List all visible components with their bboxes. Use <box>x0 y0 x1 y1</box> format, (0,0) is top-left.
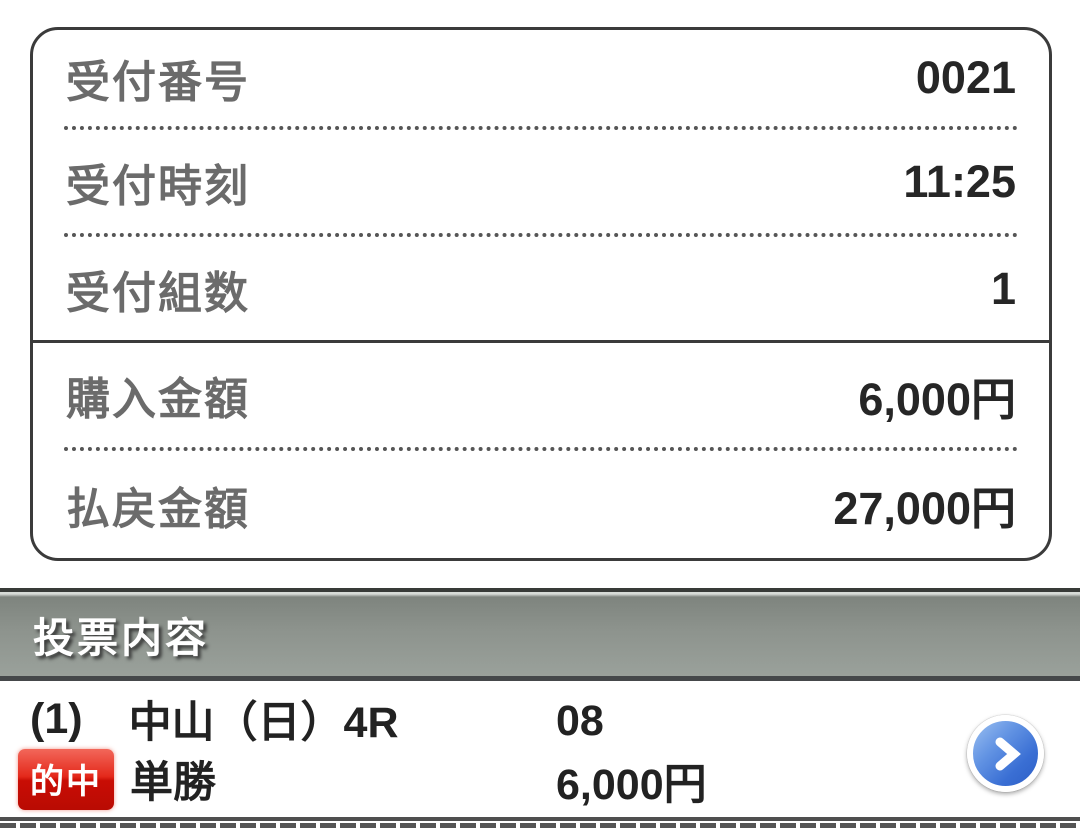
row-bottom-dashed-divider <box>0 823 1080 828</box>
receipt-time-value: 11:25 <box>903 155 1016 207</box>
dotted-divider <box>64 447 1018 451</box>
bet-detail-button[interactable] <box>967 715 1044 792</box>
purchase-amount-value: 6,000円 <box>858 373 1016 425</box>
purchase-amount-label: 購入金額 <box>66 375 250 424</box>
receipt-row: 払戻金額 27,000円 <box>33 451 1049 558</box>
bet-details: 08 6,000円 <box>556 691 707 811</box>
receipt-summary-box: 受付番号 0021 受付時刻 11:25 受付組数 1 購入金額 6,000円 … <box>30 27 1052 561</box>
receipt-row: 受付時刻 11:25 <box>33 130 1049 233</box>
bet-race-name: 中山（日）4R <box>128 699 399 747</box>
payout-amount-value: 27,000円 <box>833 483 1016 534</box>
bet-race-line: (1) 中山（日）4R <box>0 691 399 748</box>
bet-amount: 6,000円 <box>556 761 707 809</box>
vote-content-title: 投票内容 <box>33 615 209 661</box>
solid-divider <box>33 340 1049 343</box>
payout-amount-label: 払戻金額 <box>66 484 250 534</box>
bet-type-line: 的中 単勝 <box>0 748 216 810</box>
receipt-row: 受付組数 1 <box>33 237 1049 340</box>
dotted-divider <box>64 126 1018 130</box>
bet-index: (1) <box>30 694 83 743</box>
hit-status-badge: 的中 <box>18 748 114 810</box>
receipt-row: 受付番号 0021 <box>33 30 1049 126</box>
receipt-sets-value: 1 <box>990 262 1016 314</box>
receipt-number-value: 0021 <box>915 52 1016 103</box>
receipt-time-label: 受付時刻 <box>66 161 250 211</box>
bet-entry-row[interactable]: (1) 中山（日）4R 的中 単勝 08 6,000円 <box>0 681 1080 828</box>
receipt-number-label: 受付番号 <box>66 58 250 107</box>
bet-horse-number: 08 <box>556 696 604 745</box>
dotted-divider <box>64 233 1018 237</box>
receipt-sets-label: 受付組数 <box>66 268 250 318</box>
chevron-right-icon <box>986 734 1026 774</box>
row-bottom-divider <box>0 817 1080 821</box>
bet-type-label: 単勝 <box>130 759 216 807</box>
vote-content-header: 投票内容 <box>0 588 1080 681</box>
receipt-row: 購入金額 6,000円 <box>33 343 1049 447</box>
